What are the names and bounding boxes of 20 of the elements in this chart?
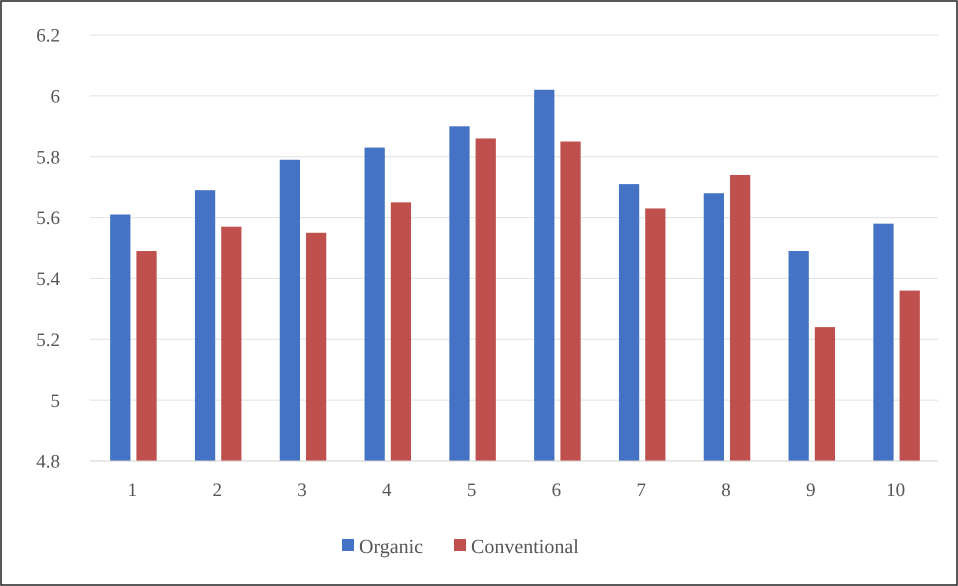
x-tick-label: 8 [721,480,731,501]
y-tick-label: 6 [50,86,60,108]
x-tick-label: 7 [636,480,646,501]
x-tick-label: 2 [212,480,222,501]
y-tick-label: 5.4 [36,269,60,290]
x-tick-label: 5 [466,480,476,501]
x-tick-label: 3 [297,480,307,501]
y-tick-label: 6.2 [36,26,60,47]
y-tick-label: 4.8 [36,452,60,473]
y-tick-label: 5.8 [36,147,60,168]
y-tick-label: 5 [50,390,60,412]
legend-label: Organic [359,536,424,558]
y-tick-label: 5.2 [36,330,60,351]
y-tick-label: 5.6 [36,208,60,230]
x-tick-label: 6 [552,480,562,501]
x-tick-label: 10 [886,480,906,501]
x-tick-label: 9 [806,480,816,501]
legend-label: Conventional [471,536,580,558]
x-tick-label: 4 [382,480,392,501]
x-tick-label: 1 [128,480,138,501]
